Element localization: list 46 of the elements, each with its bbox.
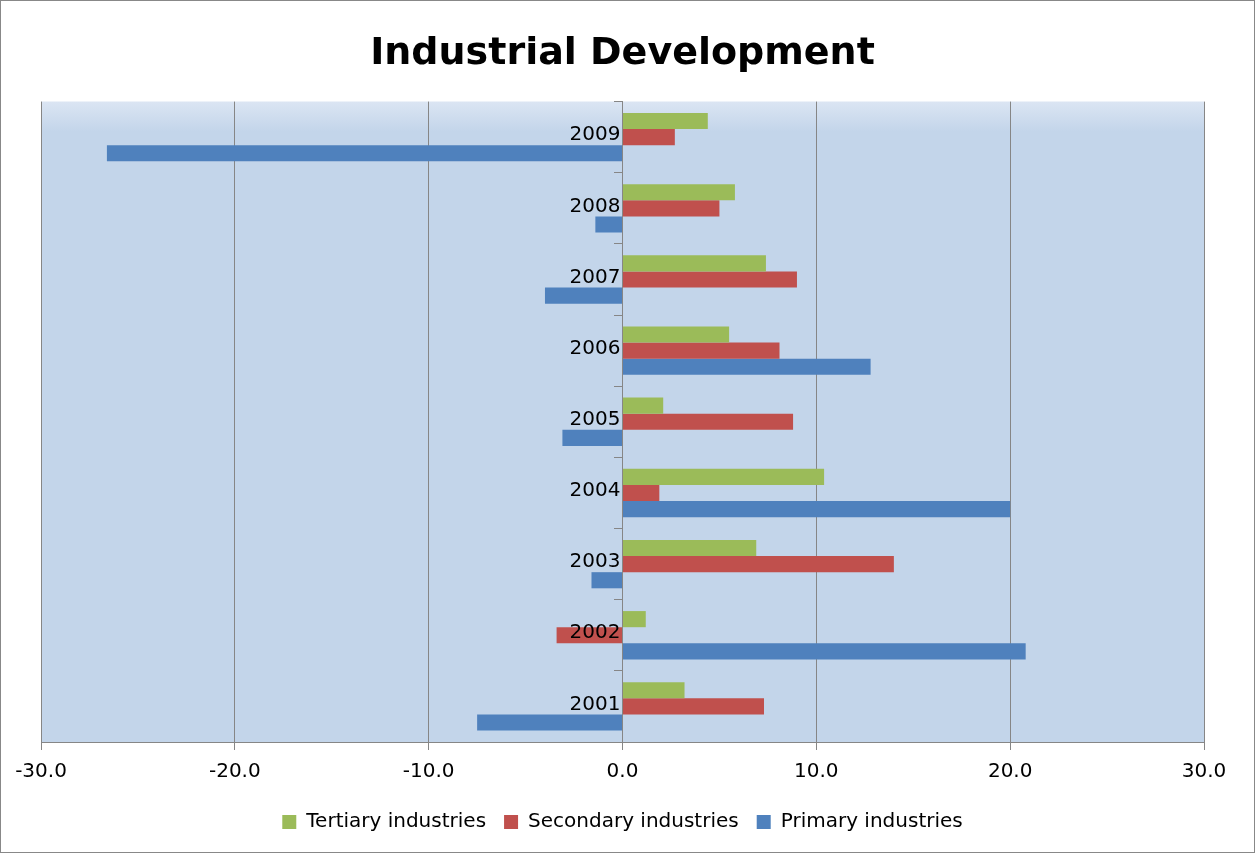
bar [106, 145, 622, 162]
bar [623, 611, 646, 628]
y-tick-label: 2001 [569, 690, 621, 715]
bar [623, 271, 797, 288]
bar [595, 216, 622, 233]
x-tick-label: -10.0 [402, 758, 455, 783]
bar [544, 287, 622, 304]
y-tick-label: 2005 [569, 406, 621, 430]
bar [623, 501, 1011, 518]
x-tick-label: -20.0 [208, 758, 261, 783]
legend-label: Secondary industries [528, 808, 739, 833]
bar [623, 358, 871, 375]
bar [623, 539, 757, 557]
bar [623, 255, 766, 272]
bar [623, 326, 730, 343]
y-tick-label: 2008 [569, 192, 621, 217]
x-tick-label: 10.0 [794, 758, 839, 783]
x-tick-label: 30.0 [1181, 758, 1227, 783]
legend-label: Primary industries [780, 808, 963, 833]
chart-title: Industrial Development [370, 28, 875, 73]
bar [623, 468, 825, 485]
bar [623, 413, 794, 430]
bar [623, 112, 708, 130]
y-tick-label: 2004 [569, 477, 621, 502]
x-tick-label: -30.0 [15, 758, 67, 783]
y-tick-label: 2002 [569, 619, 621, 644]
y-tick-label: 2007 [569, 263, 621, 288]
bar [623, 129, 675, 146]
bar [477, 714, 622, 731]
y-tick-label: 2009 [569, 121, 621, 146]
bar [623, 184, 735, 201]
bar [623, 342, 780, 359]
bar [623, 200, 720, 217]
bar [623, 643, 1026, 660]
x-tick-label: 20.0 [987, 758, 1033, 783]
y-tick-label: 2003 [569, 548, 621, 573]
x-tick-label: 0.0 [606, 758, 639, 783]
bar [623, 682, 685, 699]
bar [623, 397, 664, 414]
bar [591, 572, 622, 589]
legend-label: Tertiary industries [305, 808, 487, 833]
y-tick-label: 2006 [569, 334, 621, 359]
bar [623, 556, 894, 573]
bar [562, 429, 622, 446]
bar [623, 484, 660, 502]
bar [623, 698, 764, 715]
